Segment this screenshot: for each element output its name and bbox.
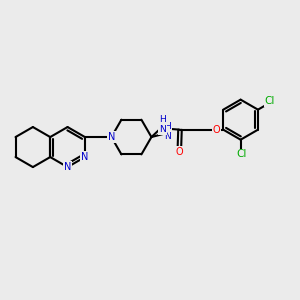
- Text: N: N: [64, 162, 71, 172]
- Text: Cl: Cl: [236, 149, 246, 159]
- Text: N: N: [81, 152, 88, 162]
- Text: Cl: Cl: [265, 96, 275, 106]
- Text: O: O: [213, 125, 220, 135]
- Text: N: N: [108, 132, 115, 142]
- Text: H
N: H N: [159, 115, 166, 134]
- Text: H
N: H N: [164, 122, 171, 141]
- Text: O: O: [176, 147, 183, 157]
